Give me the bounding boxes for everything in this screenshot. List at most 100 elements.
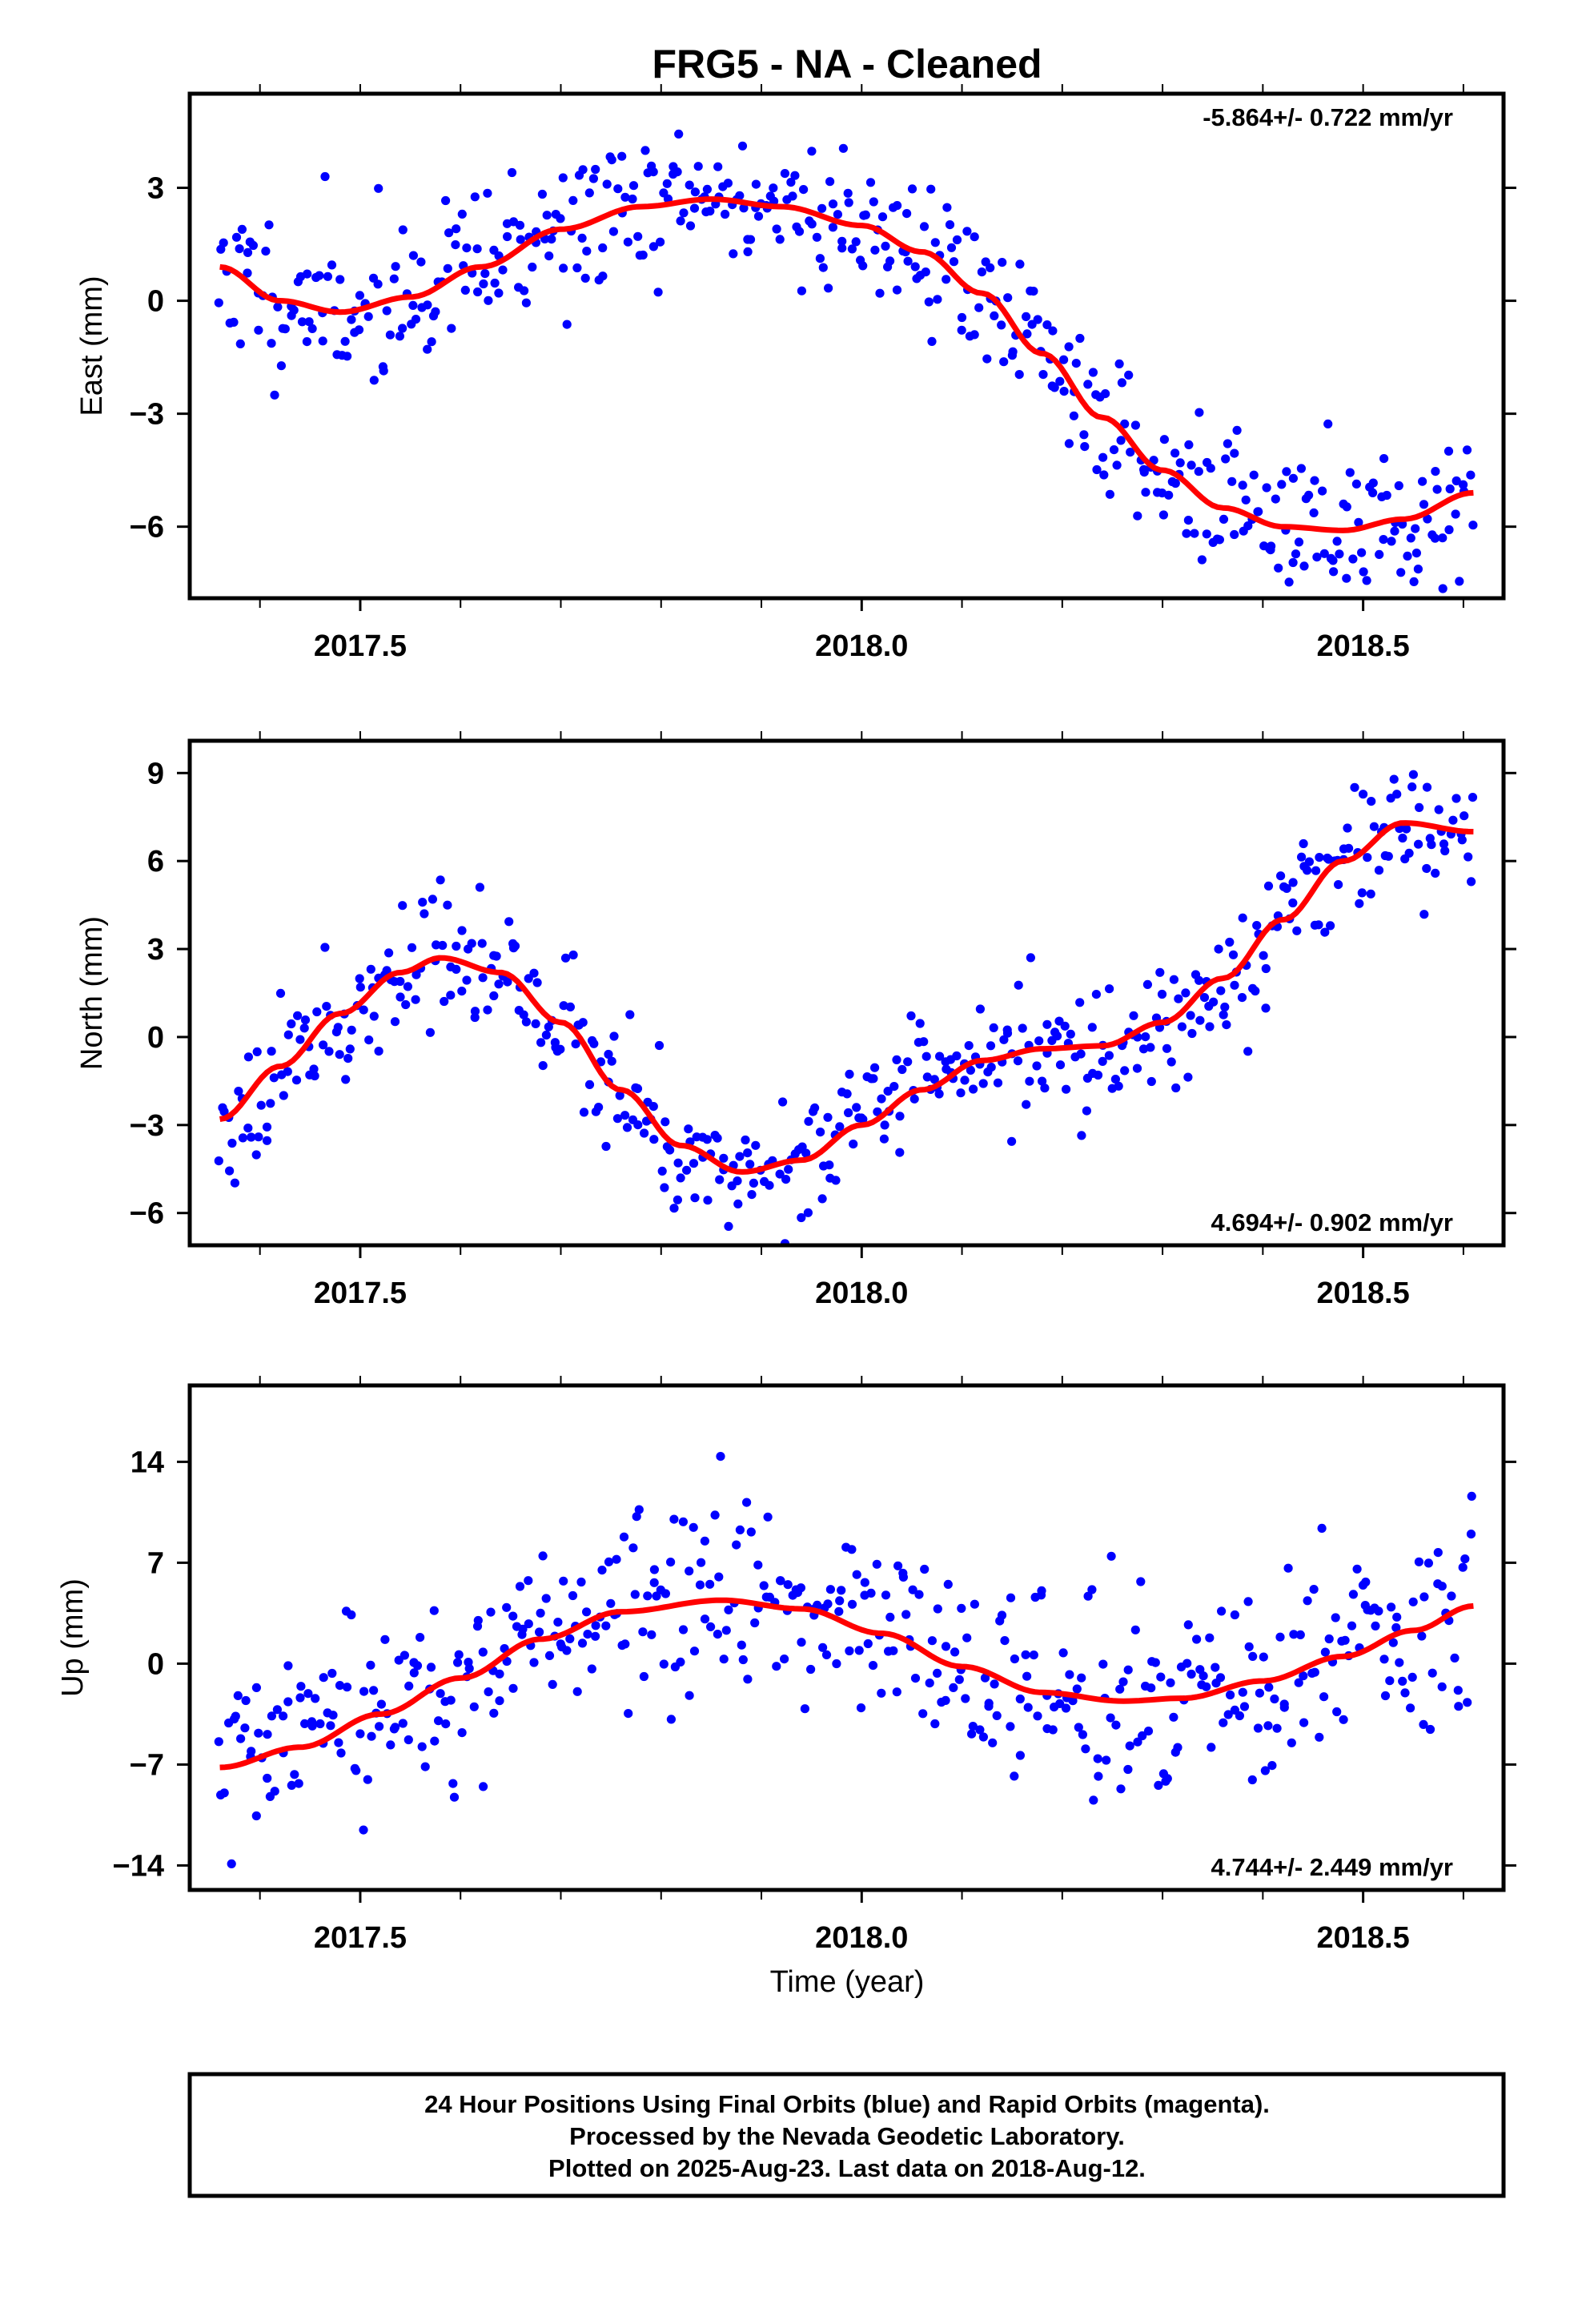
data-point xyxy=(548,1679,557,1689)
data-point xyxy=(219,1788,229,1798)
data-point xyxy=(628,194,637,204)
data-point xyxy=(1215,535,1224,545)
data-point xyxy=(1228,950,1239,959)
data-point xyxy=(1221,454,1231,464)
data-point xyxy=(1448,815,1458,825)
data-point xyxy=(1239,1702,1250,1711)
data-point xyxy=(1413,565,1423,574)
data-point xyxy=(927,1636,937,1646)
data-point xyxy=(524,1576,533,1586)
data-point xyxy=(544,251,554,261)
data-point xyxy=(532,978,542,987)
data-point xyxy=(300,1719,310,1728)
data-point xyxy=(1387,537,1396,546)
data-point xyxy=(615,1091,624,1100)
y-tick-label: 0 xyxy=(147,1647,164,1681)
data-point xyxy=(935,1051,945,1061)
data-point xyxy=(342,1683,352,1692)
data-point xyxy=(1368,488,1378,498)
data-point xyxy=(343,1054,353,1063)
data-point xyxy=(1259,951,1268,960)
data-point xyxy=(351,1766,361,1775)
data-point xyxy=(1334,880,1343,890)
data-point xyxy=(1415,802,1424,813)
data-point xyxy=(714,1572,724,1582)
data-point xyxy=(241,1695,251,1706)
data-point xyxy=(986,1041,996,1051)
data-point xyxy=(341,1075,351,1084)
data-point xyxy=(895,1148,905,1157)
data-point xyxy=(287,1019,296,1029)
data-point xyxy=(1157,989,1167,999)
data-point xyxy=(851,237,861,247)
data-point xyxy=(1355,899,1364,908)
data-point xyxy=(293,1011,303,1020)
data-point xyxy=(572,1687,582,1696)
data-point xyxy=(1423,514,1432,524)
data-point xyxy=(797,286,807,296)
data-point xyxy=(1352,1564,1362,1574)
data-point xyxy=(751,1140,761,1150)
data-point xyxy=(942,203,952,212)
data-point xyxy=(591,1621,600,1630)
data-point xyxy=(873,1107,882,1116)
data-point xyxy=(842,1089,852,1099)
data-point xyxy=(214,1156,223,1166)
data-point xyxy=(1264,1683,1274,1692)
data-point xyxy=(469,1702,479,1711)
y-tick-label: −14 xyxy=(113,1849,164,1883)
data-point xyxy=(312,1007,322,1017)
data-point xyxy=(1138,1731,1147,1741)
x-tick-label: 2018.5 xyxy=(1317,1921,1410,1955)
data-point xyxy=(1467,877,1476,887)
data-point xyxy=(1022,1671,1032,1681)
data-point xyxy=(1319,1692,1329,1702)
data-point xyxy=(804,1116,813,1126)
data-point xyxy=(818,1642,828,1652)
data-point xyxy=(823,1112,833,1122)
y-tick-label: 3 xyxy=(147,172,164,206)
data-point xyxy=(227,1859,236,1868)
data-point xyxy=(1158,510,1168,520)
data-point xyxy=(251,1150,261,1160)
data-point xyxy=(1088,368,1098,377)
data-point xyxy=(1259,1652,1268,1662)
data-point xyxy=(1116,1784,1126,1794)
data-point xyxy=(743,1675,753,1684)
data-point xyxy=(1223,439,1232,448)
data-point xyxy=(409,1668,419,1678)
data-point xyxy=(962,227,972,236)
data-point xyxy=(689,1647,700,1656)
data-points xyxy=(214,129,1478,593)
data-point xyxy=(315,271,324,280)
data-point xyxy=(1125,1741,1134,1751)
data-point xyxy=(418,898,428,907)
data-point xyxy=(1440,846,1450,856)
rate-annotation: -5.864+/- 0.722 mm/yr xyxy=(1203,103,1453,131)
data-point xyxy=(1146,1043,1155,1052)
data-point xyxy=(516,235,525,244)
data-point xyxy=(1032,1061,1042,1071)
data-point xyxy=(1451,509,1460,519)
data-point xyxy=(941,1642,951,1651)
data-point xyxy=(854,1646,864,1655)
data-point xyxy=(849,1140,858,1149)
data-point xyxy=(1315,1732,1324,1742)
data-point xyxy=(1068,1696,1078,1706)
x-axis-label: Time (year) xyxy=(770,1965,925,1999)
data-point xyxy=(427,337,436,347)
data-point xyxy=(816,1128,825,1137)
data-point xyxy=(927,336,937,346)
data-point xyxy=(401,999,411,1010)
data-point xyxy=(825,1585,835,1594)
data-point xyxy=(648,242,659,251)
data-point xyxy=(1368,478,1378,488)
data-point xyxy=(1211,1663,1220,1672)
data-point xyxy=(1026,953,1035,963)
data-point xyxy=(273,302,283,312)
data-point xyxy=(604,1557,614,1566)
data-point xyxy=(957,312,967,323)
data-point xyxy=(1357,548,1367,557)
data-point xyxy=(661,1117,670,1127)
data-point xyxy=(1363,853,1372,862)
